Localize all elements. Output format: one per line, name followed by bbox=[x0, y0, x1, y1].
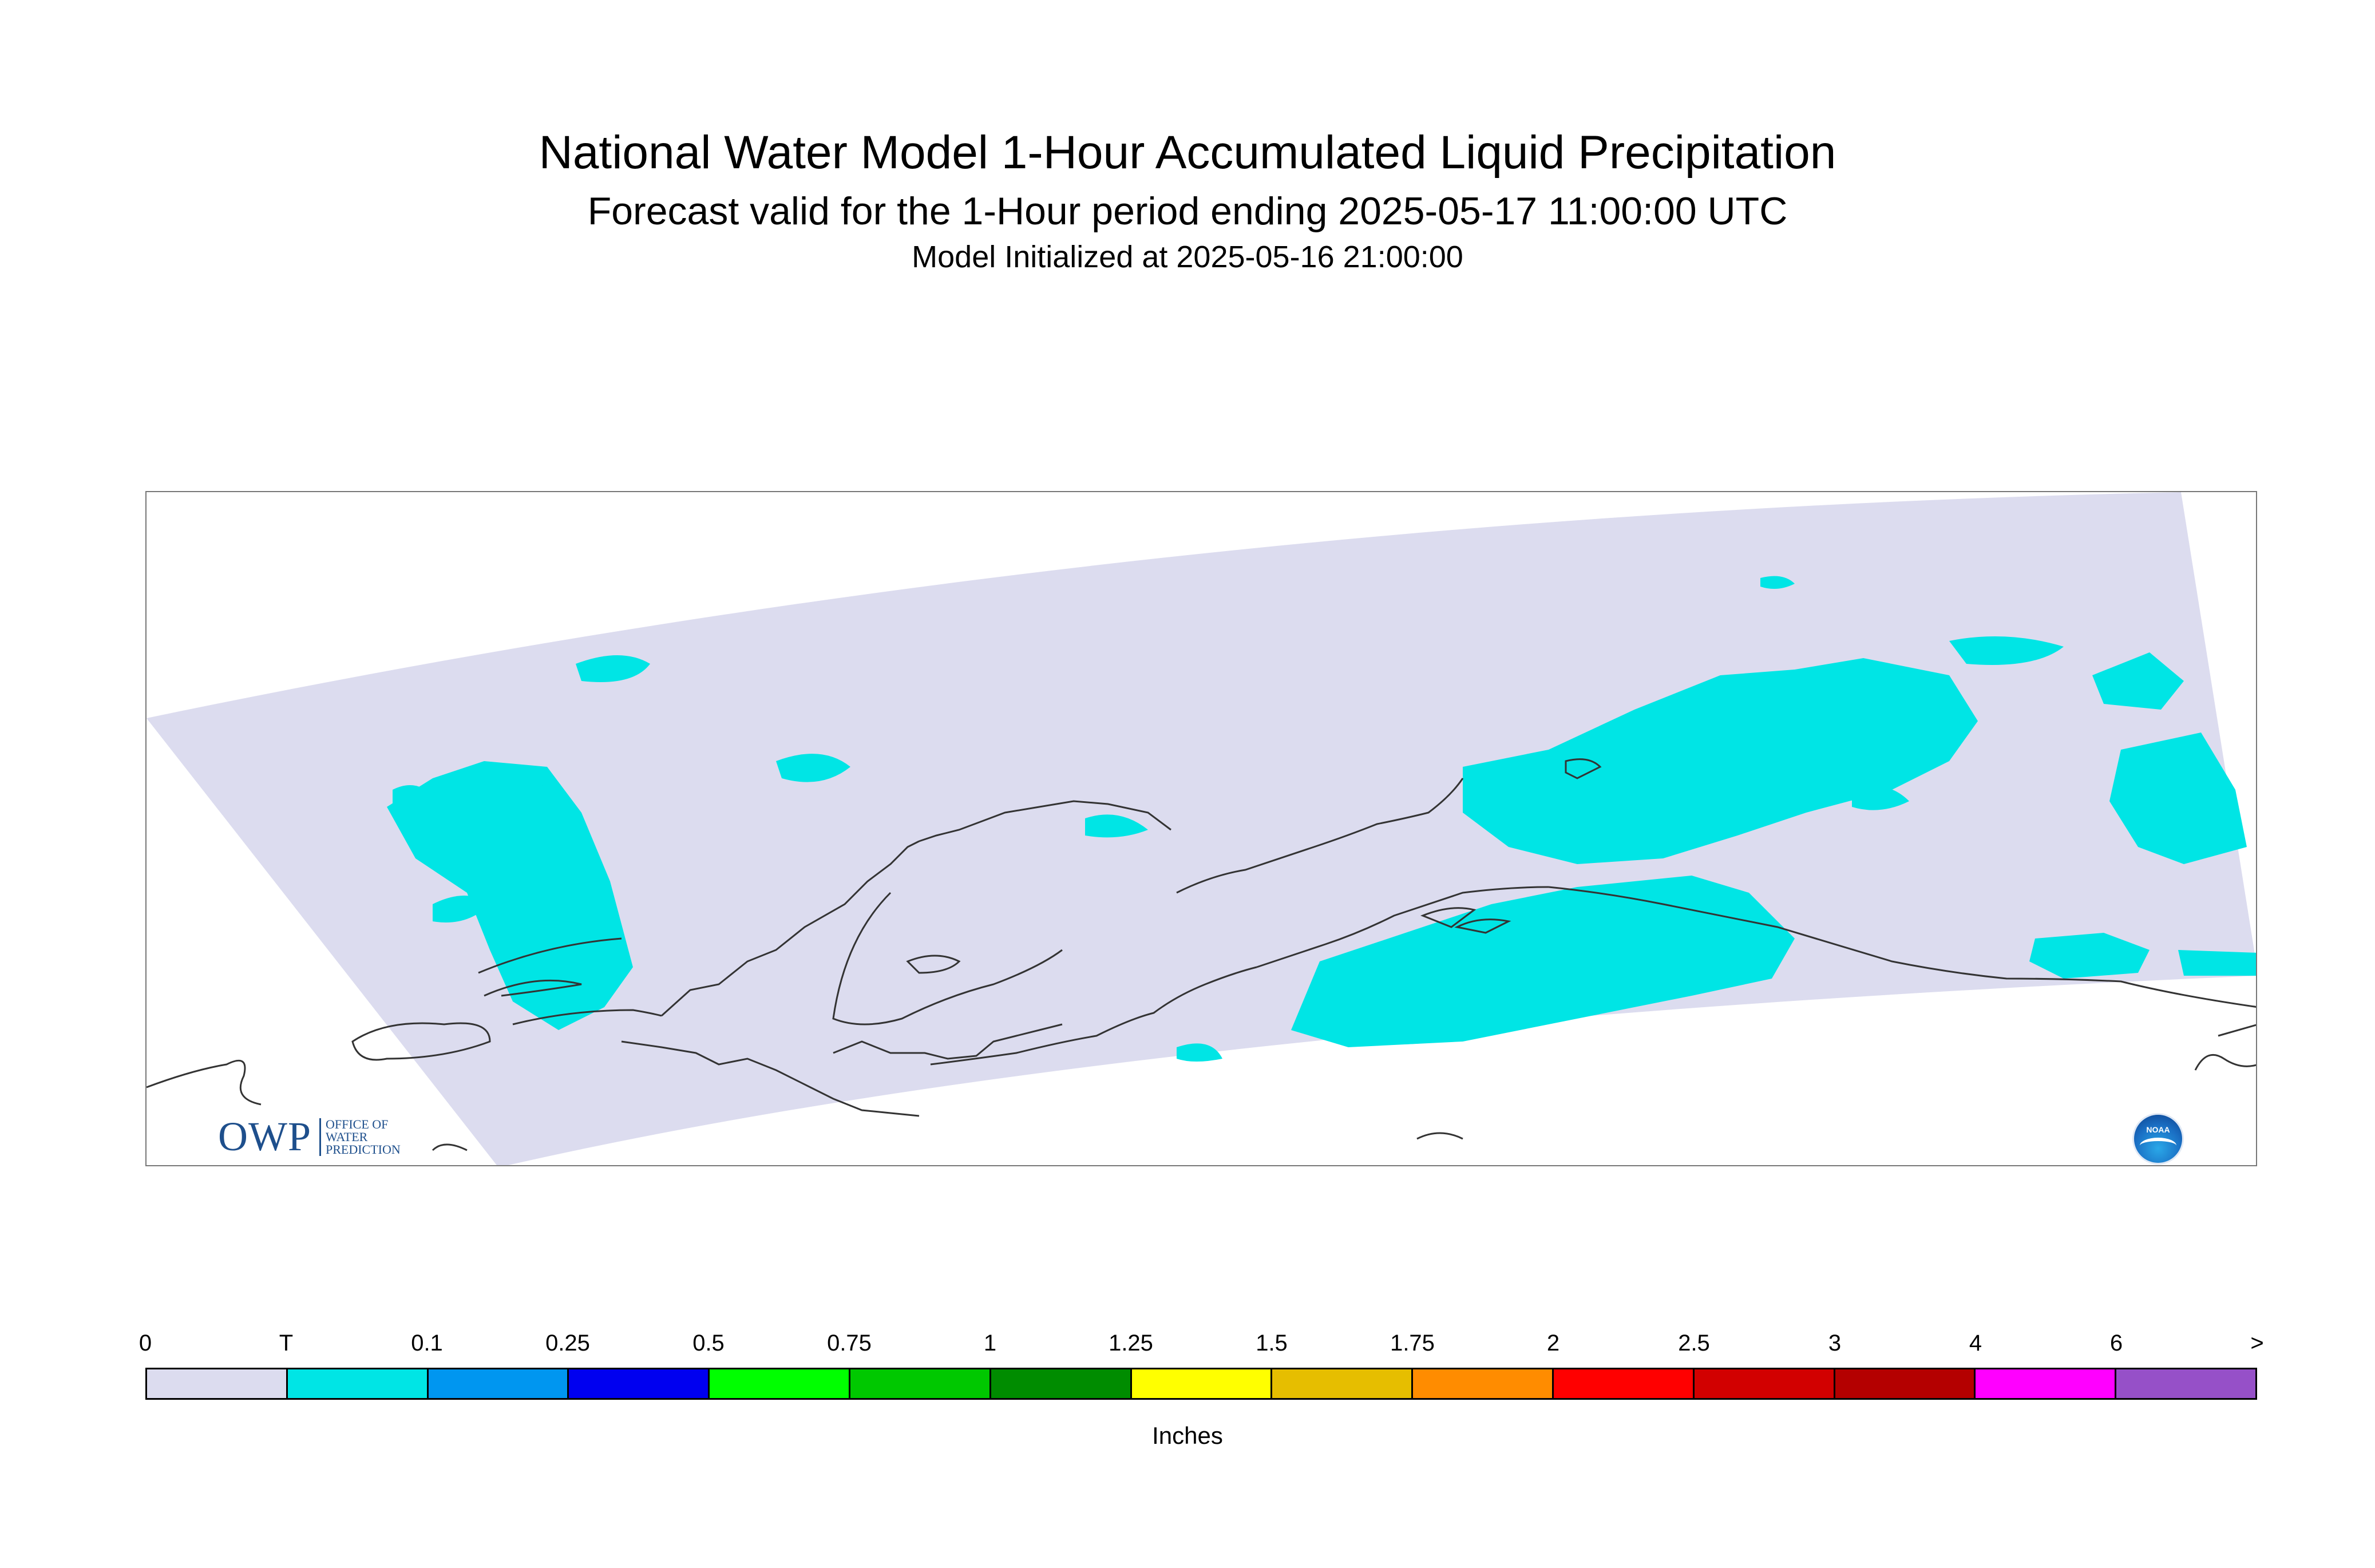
legend-swatch bbox=[287, 1369, 429, 1398]
owp-logo-line: OFFICE OF bbox=[326, 1116, 389, 1131]
legend-tick-label: 1.25 bbox=[1109, 1331, 1153, 1356]
legend-swatch bbox=[147, 1369, 288, 1398]
legend-tick-label: 2.5 bbox=[1678, 1331, 1710, 1356]
legend-tick-label: > bbox=[2250, 1331, 2264, 1356]
map-title: National Water Model 1-Hour Accumulated … bbox=[539, 126, 1836, 179]
owp-logo: OWP OFFICE OF WATER PREDICTION bbox=[218, 1113, 401, 1161]
map-canvas bbox=[147, 492, 2256, 1165]
legend-tick-label: T bbox=[279, 1331, 294, 1356]
legend-tick-label: 0.5 bbox=[692, 1331, 725, 1356]
legend-tick-label: 4 bbox=[1969, 1331, 1982, 1356]
precip-areas bbox=[387, 576, 2256, 1062]
color-legend bbox=[145, 1368, 2257, 1400]
coastlines bbox=[147, 758, 2256, 1151]
legend-tick-label: 2 bbox=[1546, 1331, 1560, 1356]
legend-swatch bbox=[1976, 1369, 2117, 1398]
legend-swatch bbox=[1835, 1369, 1976, 1398]
legend-swatch bbox=[428, 1369, 569, 1398]
legend-tick-label: 1.5 bbox=[1256, 1331, 1288, 1356]
legend-swatch bbox=[569, 1369, 710, 1398]
precipitation-map[interactable]: OWP OFFICE OF WATER PREDICTION NOAA bbox=[145, 491, 2257, 1166]
noaa-logo-text: NOAA bbox=[2146, 1125, 2170, 1134]
legend-tick-label: 1 bbox=[983, 1331, 997, 1356]
legend-tick-label: 0 bbox=[138, 1331, 152, 1356]
legend-tick-label: 0.25 bbox=[545, 1331, 590, 1356]
legend-swatch bbox=[1694, 1369, 1835, 1398]
owp-logo-word: OWP bbox=[218, 1114, 311, 1159]
legend-swatch bbox=[1131, 1369, 1273, 1398]
model-domain bbox=[147, 492, 2256, 1165]
legend-swatch bbox=[991, 1369, 1132, 1398]
legend-tick-label: 0.75 bbox=[827, 1331, 872, 1356]
legend-swatch bbox=[1272, 1369, 1414, 1398]
legend-swatch bbox=[1413, 1369, 1554, 1398]
legend-swatch bbox=[1553, 1369, 1695, 1398]
legend-tick-label: 3 bbox=[1828, 1331, 1842, 1356]
legend-swatch bbox=[2116, 1369, 2255, 1398]
legend-tick-label: 0.1 bbox=[411, 1331, 443, 1356]
owp-logo-line: WATER bbox=[326, 1129, 368, 1144]
model-init-line: Model Initialized at 2025-05-16 21:00:00 bbox=[912, 240, 1463, 274]
owp-logo-subtitle: OFFICE OF WATER PREDICTION bbox=[319, 1118, 401, 1156]
map-subtitle: Forecast valid for the 1-Hour period end… bbox=[587, 189, 1788, 233]
legend-tick-label: 6 bbox=[2109, 1331, 2123, 1356]
owp-logo-line: PREDICTION bbox=[326, 1142, 401, 1157]
legend-swatch bbox=[710, 1369, 850, 1398]
legend-swatch bbox=[850, 1369, 991, 1398]
legend-tick-label: 1.75 bbox=[1390, 1331, 1435, 1356]
noaa-logo: NOAA bbox=[2132, 1113, 2184, 1165]
legend-units: Inches bbox=[1152, 1422, 1223, 1449]
